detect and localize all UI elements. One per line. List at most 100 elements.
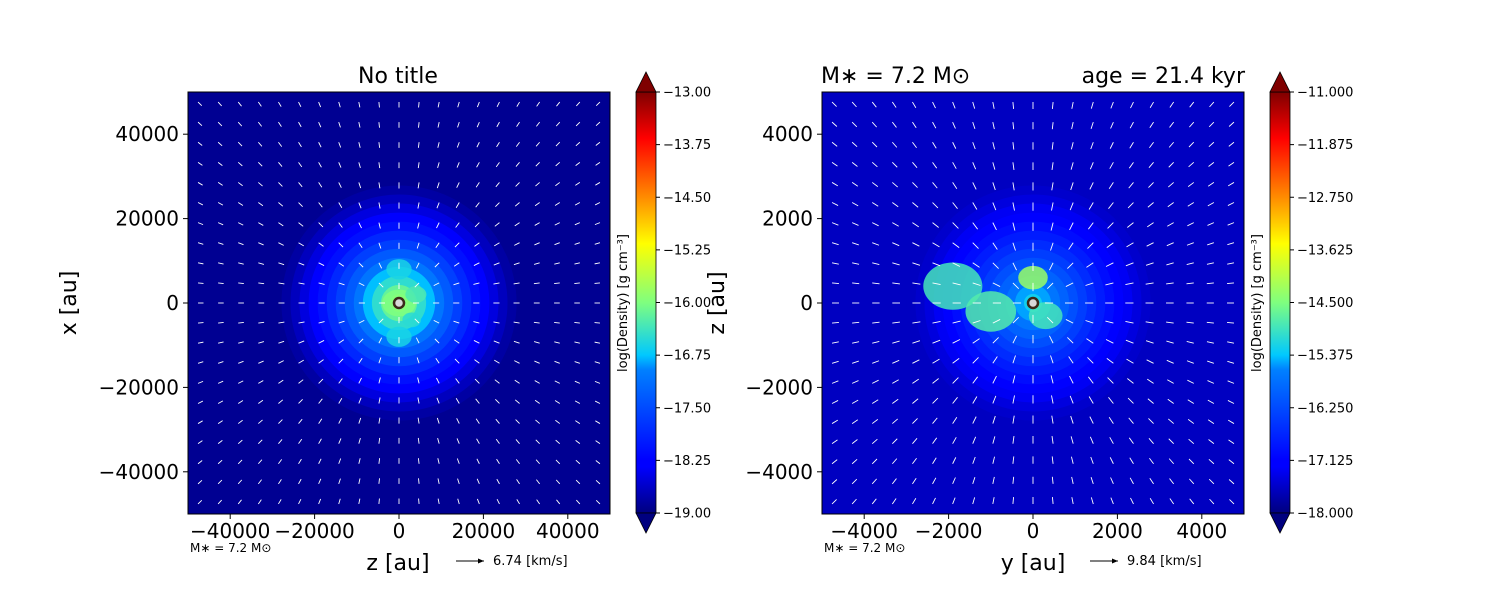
velocity-arrow [1227,360,1235,364]
velocity-arrow [912,141,917,149]
velocity-arrow [952,477,956,485]
velocity-arrow [1012,122,1015,130]
colorbar-tick-label: −18.000 [1297,507,1353,522]
velocity-arrow [1227,222,1235,226]
colorbar-tick-label: −14.500 [1297,296,1353,311]
velocity-arrow [535,162,540,167]
velocity-arrow [237,141,243,147]
velocity-arrow [595,480,601,485]
velocity-arrow [338,458,342,464]
velocity-arrow [1188,438,1195,445]
velocity-arrow [932,378,939,384]
velocity-arrow [952,162,957,169]
velocity-arrow [475,202,480,208]
velocity-arrow [871,202,879,207]
velocity-arrow [437,101,440,108]
velocity-arrow [594,262,601,265]
velocity-arrow [1126,358,1134,364]
velocity-arrow [494,242,500,247]
velocity-arrow [892,418,898,424]
velocity-arrow [358,498,361,505]
velocity-arrow [474,242,480,247]
velocity-arrow [378,202,381,209]
velocity-arrow [1049,335,1054,344]
velocity-arrow [338,282,345,286]
velocity-arrow [554,282,560,285]
velocity-arrow [418,122,420,128]
density-clump [386,259,412,280]
velocity-arrow [318,262,325,266]
velocity-arrow [594,380,601,384]
x-axis-ticks: −4000 −2000 0 2000 4000 [830,514,1227,543]
velocity-arrow [338,142,342,148]
velocity-arrow [298,438,303,444]
velocity-arrow [298,141,302,148]
velocity-arrow [1147,202,1154,208]
density-clump [1018,265,1048,290]
velocity-arrow [1186,321,1194,324]
velocity-arrow [1049,262,1054,271]
velocity-arrow [912,457,917,465]
velocity-arrow [1168,162,1174,168]
velocity-arrow [378,437,381,444]
velocity-arrow [932,358,940,364]
velocity-arrow [871,458,878,465]
colorbar-extend-min [1269,512,1291,534]
velocity-arrow [554,262,560,265]
velocity-arrow [535,459,541,465]
velocity-arrow [912,340,921,344]
velocity-arrow [515,182,520,187]
velocity-arrow [1086,338,1094,344]
velocity-arrow [1189,121,1195,128]
velocity-arrow [554,341,560,344]
velocity-arrow [258,321,265,324]
velocity-arrow [831,262,839,265]
velocity-arrow [952,121,956,129]
velocity-arrow [514,242,520,246]
velocity-arrow [476,162,480,168]
velocity-arrow [453,320,460,324]
velocity-arrow [1207,222,1215,226]
velocity-arrow [1012,222,1016,231]
velocity-arrow [318,202,323,208]
velocity-arrow [358,202,362,209]
velocity-arrow [495,202,500,207]
velocity-arrow [456,162,460,168]
velocity-arrow [852,360,859,364]
velocity-arrow [952,397,958,404]
velocity-arrow [298,359,304,364]
colorbar-gradient [1269,91,1291,514]
velocity-arrow [871,399,879,404]
velocity-arrow [1012,202,1015,211]
velocity-arrow [358,397,362,404]
velocity-arrow [1071,101,1074,109]
velocity-arrow [1208,478,1215,485]
velocity-arrow [1068,242,1074,250]
velocity-arrow [554,242,560,246]
y-tick-label: 2000 [762,207,813,231]
velocity-arrow [872,379,879,384]
velocity-arrow [1149,477,1154,485]
velocity-arrow [952,457,957,464]
colorbar-tick-label: −16.75 [663,349,711,364]
velocity-arrow [1090,101,1094,109]
velocity-arrow [575,420,581,424]
velocity-arrow [417,397,420,404]
velocity-arrow [513,282,520,285]
velocity-arrow [1189,498,1195,505]
velocity-arrow [358,478,361,484]
velocity-arrow [831,400,839,404]
velocity-arrow [1186,340,1194,344]
velocity-arrow [556,499,561,505]
velocity-arrow [197,182,203,186]
velocity-arrow [318,101,322,108]
velocity-arrow [932,202,939,209]
velocity-arrow [358,437,361,444]
velocity-arrow [952,222,959,229]
velocity-arrow [1012,335,1017,344]
velocity-arrow [453,339,460,344]
y-axis-label: x [au] [57,271,82,336]
velocity-arrow [891,458,898,465]
velocity-arrow [358,338,364,344]
velocity-arrow [952,202,958,209]
